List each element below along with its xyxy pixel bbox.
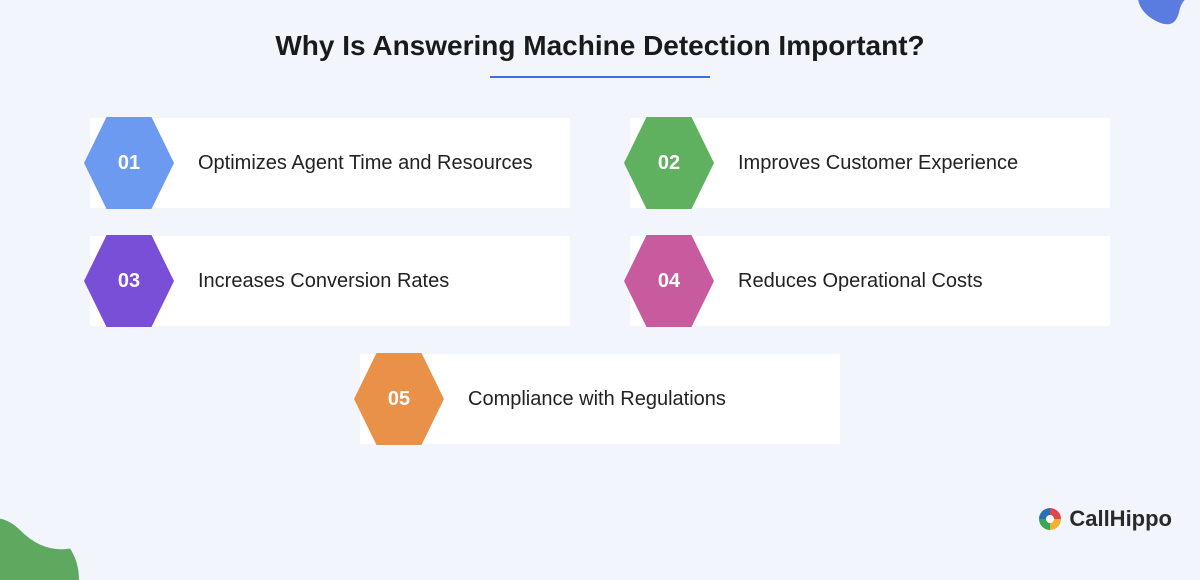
item-number: 01 [118,152,140,175]
hexagon-badge: 04 [624,231,714,331]
items-row-1: 01 Optimizes Agent Time and Resources 02… [90,118,1110,208]
decoration-top-right [1130,0,1200,50]
logo-text: CallHippo [1069,506,1172,532]
item-label: Compliance with Regulations [444,386,750,413]
decoration-bottom-left [0,490,80,580]
item-card: 02 Improves Customer Experience [630,118,1110,208]
item-label: Reduces Operational Costs [714,268,1007,295]
hexagon-badge: 03 [84,231,174,331]
hexagon-badge: 01 [84,113,174,213]
title-underline [490,76,710,78]
items-row-2: 03 Increases Conversion Rates 04 Reduces… [90,236,1110,326]
item-card: 03 Increases Conversion Rates [90,236,570,326]
item-card: 01 Optimizes Agent Time and Resources [90,118,570,208]
item-label: Improves Customer Experience [714,150,1042,177]
items-container: 01 Optimizes Agent Time and Resources 02… [0,118,1200,444]
item-number: 02 [658,152,680,175]
hexagon-badge: 05 [354,349,444,449]
hexagon-badge: 02 [624,113,714,213]
page-title: Why Is Answering Machine Detection Impor… [0,0,1200,62]
item-card: 04 Reduces Operational Costs [630,236,1110,326]
item-label: Optimizes Agent Time and Resources [174,150,557,177]
item-number: 03 [118,270,140,293]
item-number: 04 [658,270,680,293]
item-label: Increases Conversion Rates [174,268,473,295]
items-row-3: 05 Compliance with Regulations [360,354,840,444]
logo-icon [1037,506,1063,532]
item-card: 05 Compliance with Regulations [360,354,840,444]
item-number: 05 [388,388,410,411]
brand-logo: CallHippo [1037,506,1172,532]
